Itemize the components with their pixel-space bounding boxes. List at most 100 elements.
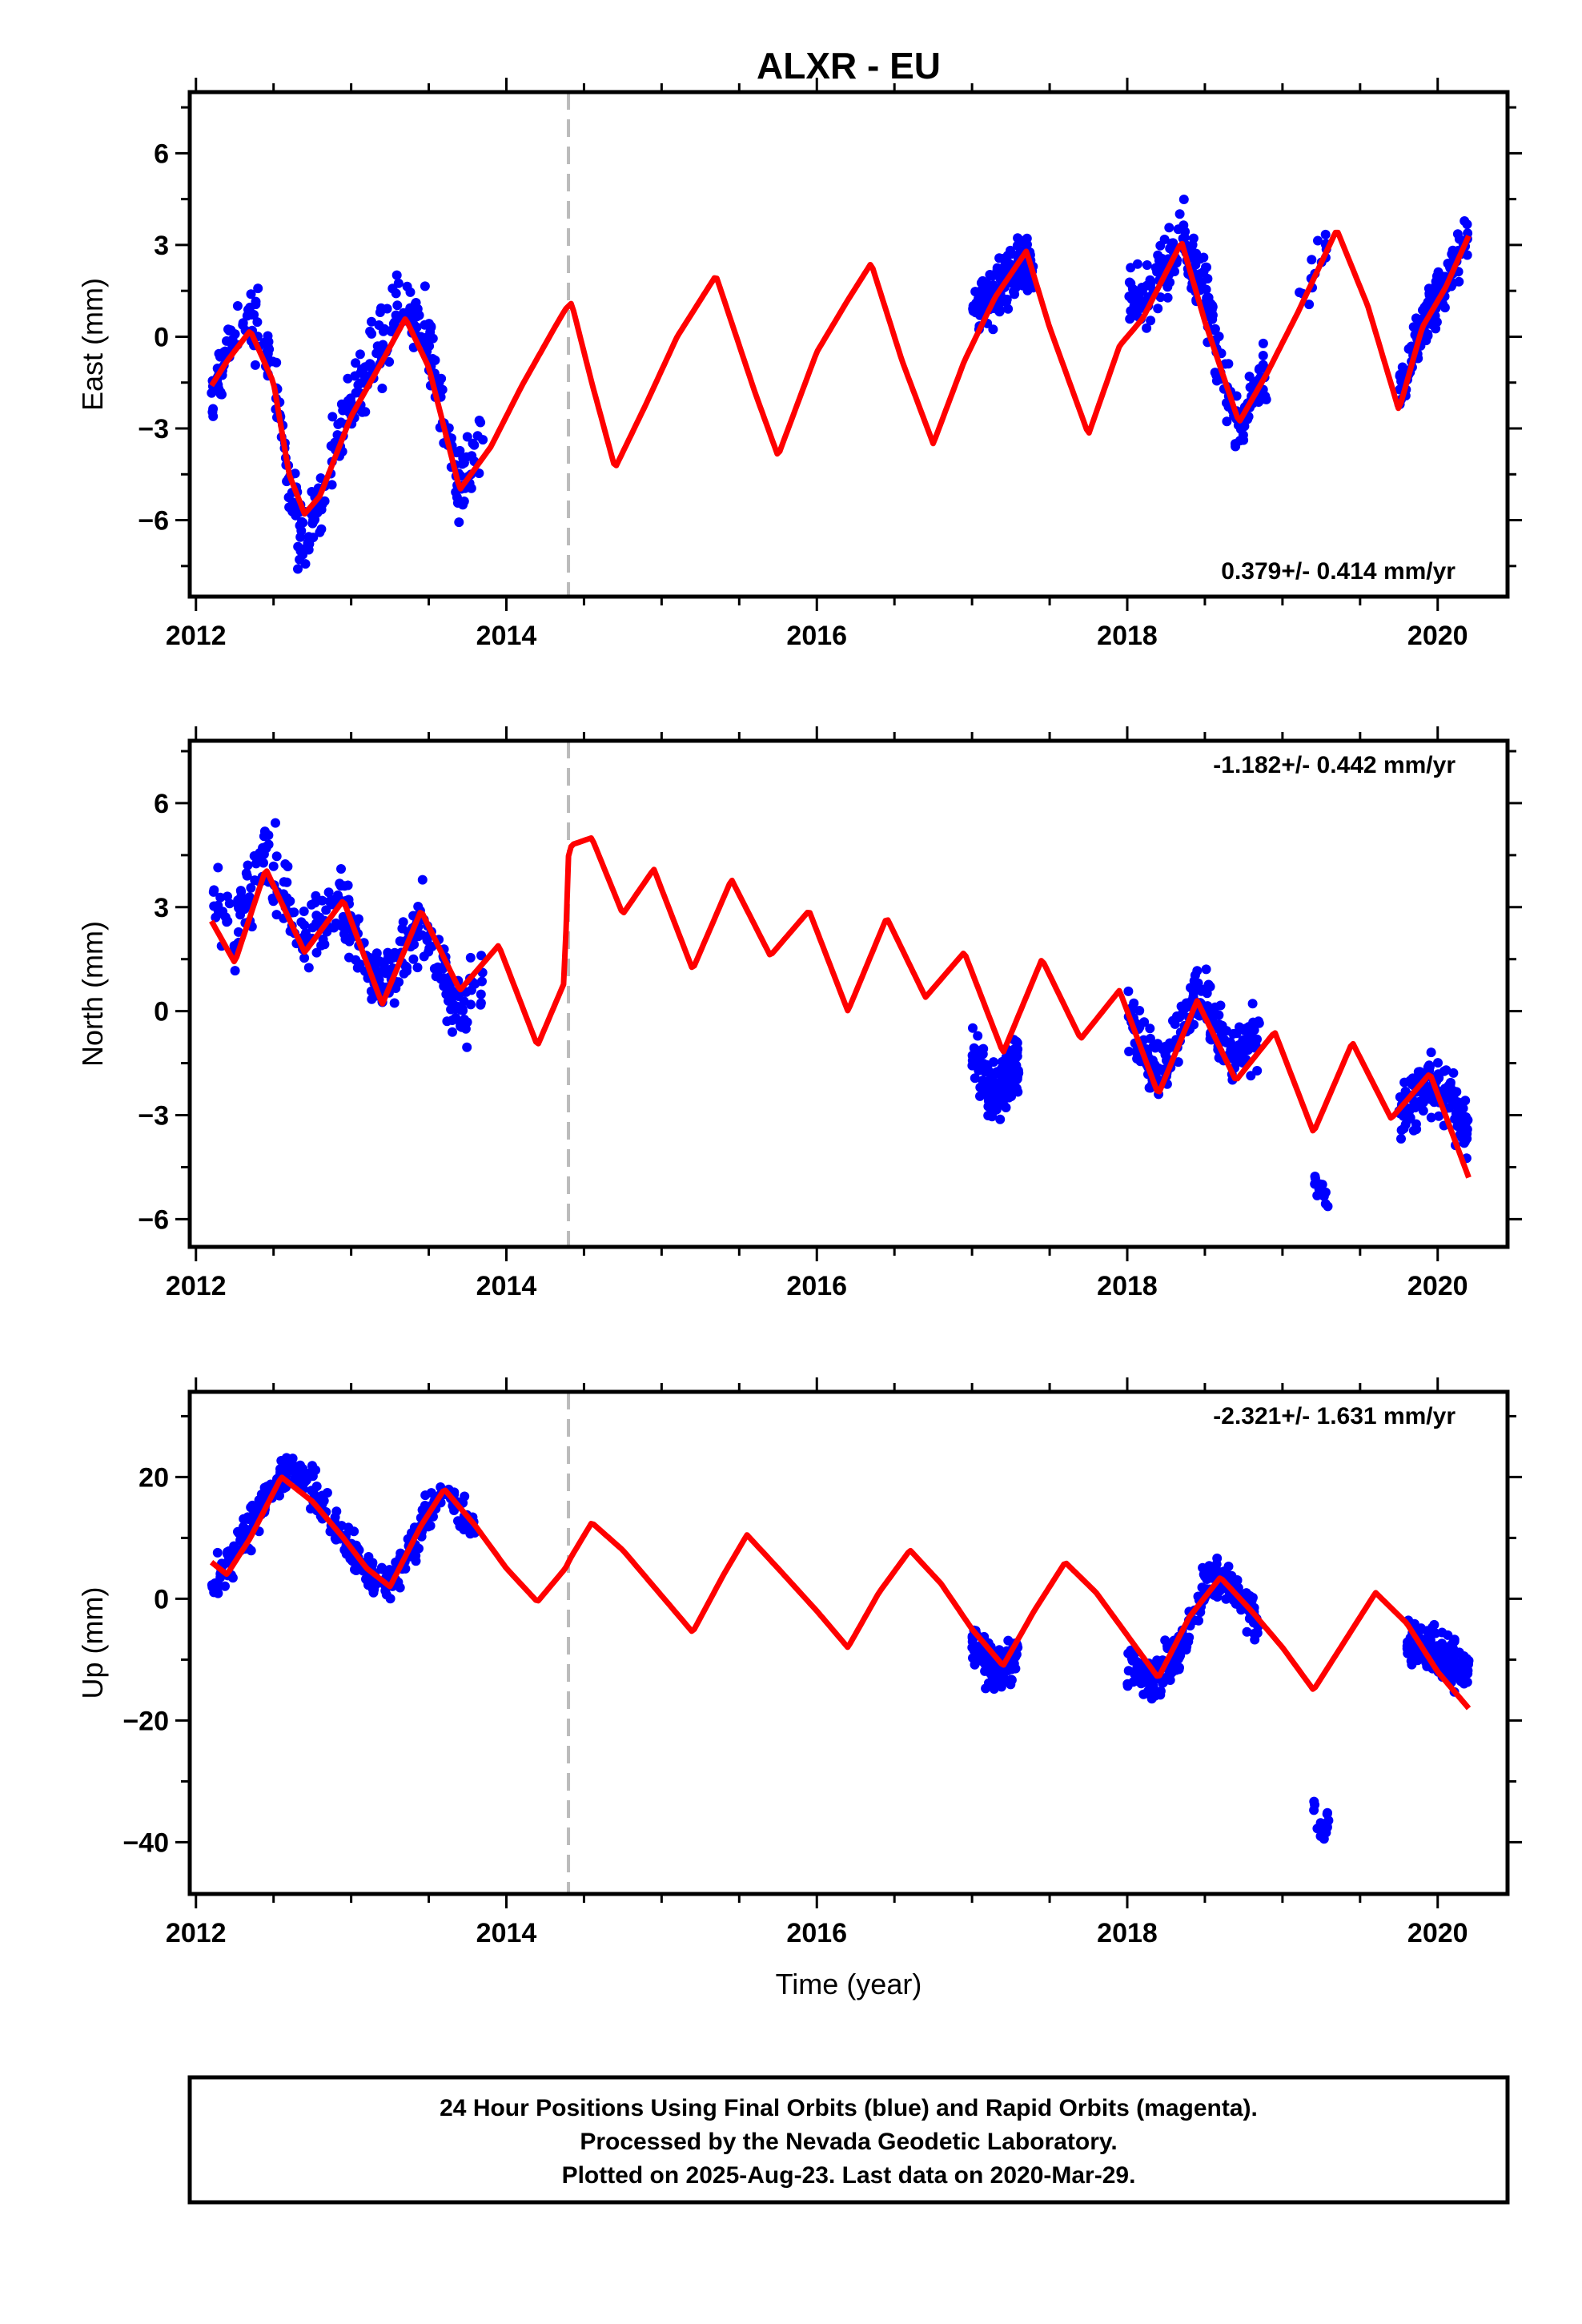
data-point <box>323 887 334 898</box>
data-point <box>1144 1083 1154 1093</box>
data-point <box>336 864 346 874</box>
data-point <box>1408 1077 1419 1088</box>
data-point <box>476 998 486 1008</box>
data-point <box>1201 986 1211 995</box>
data-point <box>1173 1057 1183 1068</box>
data-point <box>461 452 472 462</box>
data-point <box>285 896 295 907</box>
data-point <box>1186 983 1195 993</box>
data-point <box>1317 1180 1327 1190</box>
data-point <box>307 1486 317 1496</box>
data-point <box>456 1005 466 1015</box>
data-point <box>1018 236 1027 247</box>
data-point <box>398 917 408 927</box>
data-point <box>986 271 996 281</box>
data-point <box>371 1579 381 1590</box>
data-point <box>1137 287 1147 296</box>
data-point <box>1170 1019 1180 1029</box>
data-point <box>1208 1006 1219 1016</box>
data-point <box>271 818 280 828</box>
data-point <box>1142 260 1152 270</box>
data-point <box>355 378 366 388</box>
data-point <box>1452 1671 1462 1681</box>
y-tick-label: 0 <box>154 1584 169 1614</box>
data-point <box>466 985 476 995</box>
data-point <box>259 826 270 837</box>
data-point <box>1008 1050 1018 1060</box>
data-point <box>267 893 278 903</box>
y-tick-label: −3 <box>138 414 169 444</box>
data-point <box>1405 1112 1415 1123</box>
data-point <box>1322 1809 1332 1819</box>
data-point <box>997 1056 1007 1067</box>
data-point <box>208 887 219 897</box>
data-point <box>233 927 243 937</box>
data-point <box>279 877 289 887</box>
data-point <box>1146 316 1156 326</box>
data-point <box>1165 1675 1175 1685</box>
model-curve <box>209 229 1472 517</box>
data-point <box>307 1471 318 1482</box>
data-point <box>297 1467 307 1478</box>
data-point <box>250 875 260 886</box>
x-tick-label: 2020 <box>1407 1918 1468 1948</box>
data-point <box>1425 1635 1435 1646</box>
data-point <box>1226 1049 1236 1059</box>
x-tick-label: 2014 <box>476 1271 537 1301</box>
data-point <box>1307 255 1317 265</box>
data-point <box>412 963 423 973</box>
data-point <box>389 998 400 1008</box>
data-point <box>459 497 469 506</box>
x-tick-label: 2018 <box>1097 1271 1158 1301</box>
data-point <box>982 1063 993 1073</box>
data-point <box>1449 1636 1460 1647</box>
data-point <box>439 973 449 983</box>
data-point <box>246 883 256 893</box>
data-point <box>1011 1649 1022 1659</box>
data-point <box>215 387 226 397</box>
data-point <box>1439 303 1450 313</box>
data-point <box>271 910 282 920</box>
data-point <box>251 300 261 310</box>
data-point <box>417 875 428 885</box>
data-point <box>1317 1823 1327 1833</box>
data-point <box>1126 1654 1137 1663</box>
data-point <box>994 253 1005 263</box>
data-point <box>1006 1675 1017 1685</box>
data-point <box>357 407 367 417</box>
data-point <box>243 1514 254 1524</box>
data-point <box>469 440 480 450</box>
data-point <box>983 1101 994 1112</box>
data-point <box>970 1073 980 1084</box>
data-point <box>1168 238 1178 248</box>
data-point <box>243 897 254 907</box>
data-point <box>1454 234 1464 244</box>
footer-line-2: Processed by the Nevada Geodetic Laborat… <box>580 2129 1117 2155</box>
data-point <box>1315 1831 1326 1841</box>
data-point <box>1309 1796 1319 1807</box>
data-point <box>372 341 383 352</box>
data-point <box>1415 1096 1426 1107</box>
data-point <box>349 1526 359 1537</box>
data-point <box>444 981 455 991</box>
rate-label: -1.182+/- 0.442 mm/yr <box>1213 752 1456 778</box>
data-point <box>250 360 260 370</box>
data-point <box>1395 371 1405 381</box>
data-point <box>350 1564 359 1574</box>
data-point <box>428 354 438 364</box>
data-point <box>1199 267 1209 277</box>
data-point <box>1454 276 1464 287</box>
data-point <box>293 564 303 574</box>
data-point <box>263 336 274 347</box>
data-point <box>454 991 464 1002</box>
y-tick-label: 0 <box>154 997 169 1027</box>
data-point <box>476 989 486 999</box>
data-point <box>232 301 243 311</box>
data-point <box>1439 1662 1449 1672</box>
data-point <box>1236 1605 1247 1615</box>
data-point <box>1411 1124 1422 1135</box>
data-point <box>246 289 256 300</box>
data-point <box>1123 986 1134 996</box>
data-point <box>253 283 263 294</box>
data-point <box>1162 292 1173 303</box>
